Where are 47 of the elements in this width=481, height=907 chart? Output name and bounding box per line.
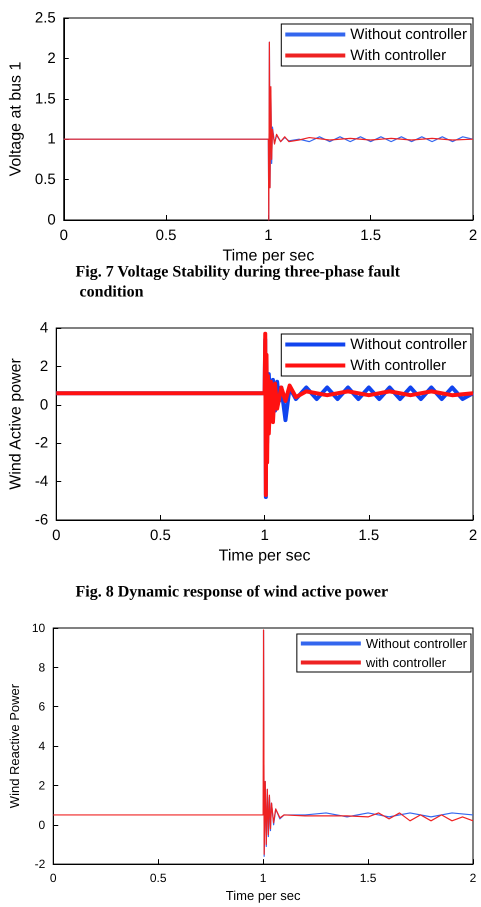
x-tick-label: 0 bbox=[60, 227, 68, 244]
y-tick-label: 4 bbox=[40, 320, 48, 336]
y-tick-label: 8 bbox=[38, 660, 46, 674]
y-tick-label: 0.5 bbox=[34, 171, 56, 188]
y-tick-label: -2 bbox=[34, 857, 46, 872]
y-axis-title: Wind Reactive Power bbox=[7, 683, 22, 808]
line-series bbox=[52, 629, 474, 855]
x-tick-label: 1 bbox=[260, 527, 269, 544]
legend-label: With controller bbox=[350, 357, 446, 374]
y-tick-label: -6 bbox=[34, 512, 48, 528]
legend-label: With controller bbox=[350, 47, 446, 64]
legend-label: Without controller bbox=[350, 26, 468, 43]
x-tick-label: 0.5 bbox=[156, 227, 176, 244]
x-tick-label: 1.5 bbox=[360, 227, 382, 244]
y-tick-label: -4 bbox=[34, 473, 48, 490]
x-axis-title: Time per sec bbox=[222, 247, 314, 264]
x-tick-label: 0.5 bbox=[150, 527, 171, 544]
y-tick-label: -2 bbox=[34, 434, 48, 452]
caption: Fig. 7 Voltage Stability during three-phase fault condition bbox=[76, 264, 401, 300]
x-tick-label: 1 bbox=[264, 227, 273, 244]
y-tick-label: 2 bbox=[47, 50, 56, 67]
x-axis-title: Time per sec bbox=[226, 888, 301, 903]
y-tick-label: 2.5 bbox=[34, 10, 56, 26]
y-tick-label: 1 bbox=[47, 130, 56, 148]
y-tick-label: 1.5 bbox=[34, 90, 56, 108]
y-tick-label: 0 bbox=[47, 212, 56, 228]
x-tick-label: 0.5 bbox=[150, 871, 167, 886]
y-tick-label: 4 bbox=[38, 739, 46, 754]
legend-label: with controller bbox=[364, 655, 447, 670]
x-tick-label: 1.5 bbox=[360, 871, 377, 886]
x-tick-label: 1 bbox=[260, 871, 267, 886]
legend-label: Without controller bbox=[366, 636, 468, 651]
x-tick-label: 1.5 bbox=[358, 527, 380, 544]
legend-label: Without controller bbox=[350, 336, 468, 353]
y-axis-title: Wind Active power bbox=[8, 358, 24, 490]
x-axis-title: Time per sec bbox=[218, 547, 311, 564]
y-axis-title: Voltage at bus 1 bbox=[8, 62, 24, 176]
x-tick-label: 2 bbox=[470, 871, 477, 886]
caption: Fig. 8 Dynamic response of wind active power bbox=[76, 584, 388, 600]
y-tick-label: 6 bbox=[38, 700, 46, 714]
y-tick-label: 2 bbox=[38, 778, 46, 792]
y-tick-label: 2 bbox=[40, 358, 48, 375]
y-tick-label: 0 bbox=[38, 818, 46, 832]
y-tick-label: 0 bbox=[40, 396, 48, 414]
y-tick-label: 10 bbox=[32, 621, 46, 635]
x-tick-label: 2 bbox=[468, 227, 478, 244]
x-tick-label: 2 bbox=[468, 527, 478, 544]
